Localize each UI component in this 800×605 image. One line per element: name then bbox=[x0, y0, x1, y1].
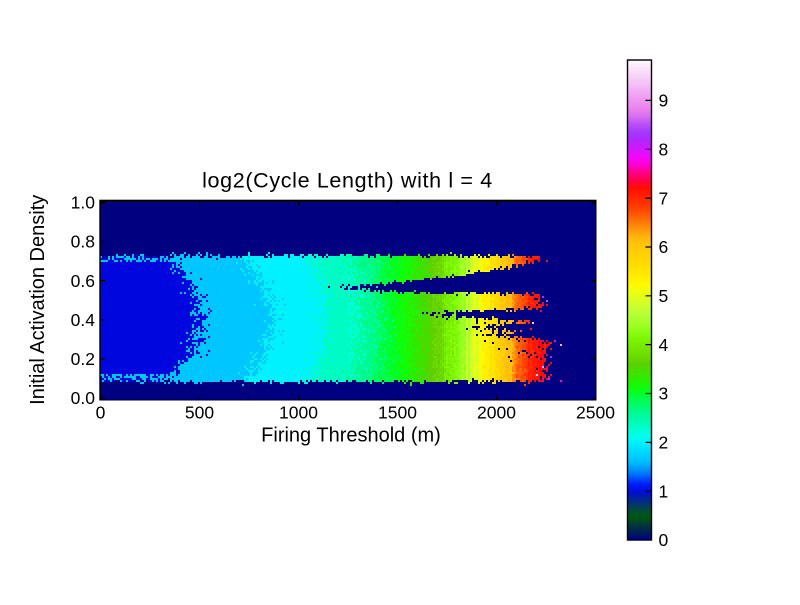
svg-text:9: 9 bbox=[659, 91, 669, 111]
svg-text:1: 1 bbox=[659, 481, 669, 501]
svg-text:4: 4 bbox=[659, 335, 669, 355]
svg-text:1.0: 1.0 bbox=[71, 193, 96, 213]
svg-text:1000: 1000 bbox=[279, 402, 318, 422]
svg-text:2: 2 bbox=[659, 433, 669, 453]
svg-text:500: 500 bbox=[185, 402, 214, 422]
svg-text:8: 8 bbox=[659, 140, 669, 160]
svg-text:0: 0 bbox=[659, 530, 669, 550]
svg-text:3: 3 bbox=[659, 384, 669, 404]
svg-text:0.2: 0.2 bbox=[71, 349, 95, 369]
svg-text:2000: 2000 bbox=[477, 402, 516, 422]
svg-text:5: 5 bbox=[659, 286, 669, 306]
svg-text:0.4: 0.4 bbox=[71, 310, 96, 330]
svg-text:0.8: 0.8 bbox=[71, 232, 95, 252]
svg-text:1500: 1500 bbox=[378, 402, 417, 422]
svg-text:0: 0 bbox=[96, 402, 106, 422]
svg-text:7: 7 bbox=[659, 188, 669, 208]
svg-text:0.0: 0.0 bbox=[71, 388, 96, 408]
svg-text:Initial Activation Density: Initial Activation Density bbox=[27, 195, 49, 405]
svg-text:2500: 2500 bbox=[576, 402, 615, 422]
svg-text:log2(Cycle Length) with l = 4: log2(Cycle Length) with l = 4 bbox=[202, 169, 493, 193]
svg-text:0.6: 0.6 bbox=[71, 271, 95, 291]
svg-text:Firing Threshold (m): Firing Threshold (m) bbox=[261, 425, 441, 447]
svg-text:6: 6 bbox=[659, 237, 669, 257]
